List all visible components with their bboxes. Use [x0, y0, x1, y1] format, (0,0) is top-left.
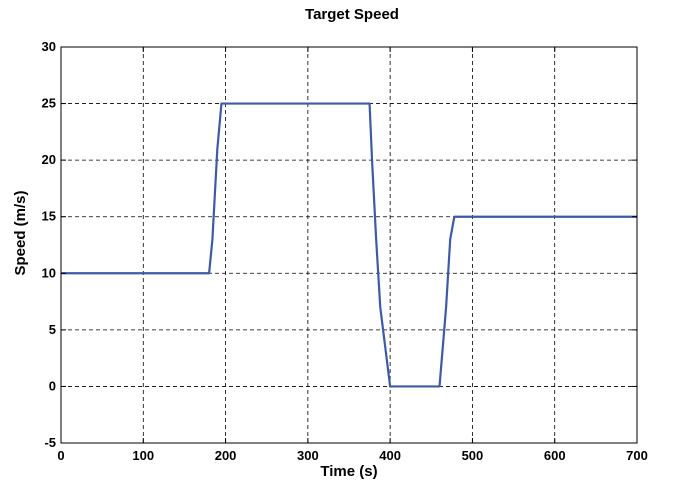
y-tick-label: 30 — [42, 39, 56, 54]
y-tick-label: 15 — [42, 209, 56, 224]
plot-frame — [60, 46, 638, 444]
x-tick-label: 700 — [626, 448, 648, 463]
series-line — [61, 102, 637, 388]
x-tick-label: 200 — [215, 448, 237, 463]
y-tick-label: 5 — [49, 322, 56, 337]
x-tick-label: 500 — [462, 448, 484, 463]
chart-title: Target Speed — [305, 6, 399, 23]
y-tick-label: 20 — [42, 152, 56, 167]
x-tick-label: 0 — [57, 448, 64, 463]
series-group — [61, 102, 637, 388]
grid — [61, 47, 637, 443]
y-tick-label: -5 — [44, 435, 56, 450]
x-tick-label: 300 — [297, 448, 319, 463]
x-tick-label: 600 — [544, 448, 566, 463]
x-axis-label: Time (s) — [320, 463, 377, 480]
y-tick-label: 10 — [42, 265, 56, 280]
y-axis-label: Speed (m/s) — [12, 190, 29, 275]
x-tick-label: 400 — [379, 448, 401, 463]
x-tick-label: 100 — [132, 448, 154, 463]
y-tick-label: 25 — [42, 96, 56, 111]
y-tick-label: 0 — [49, 378, 56, 393]
